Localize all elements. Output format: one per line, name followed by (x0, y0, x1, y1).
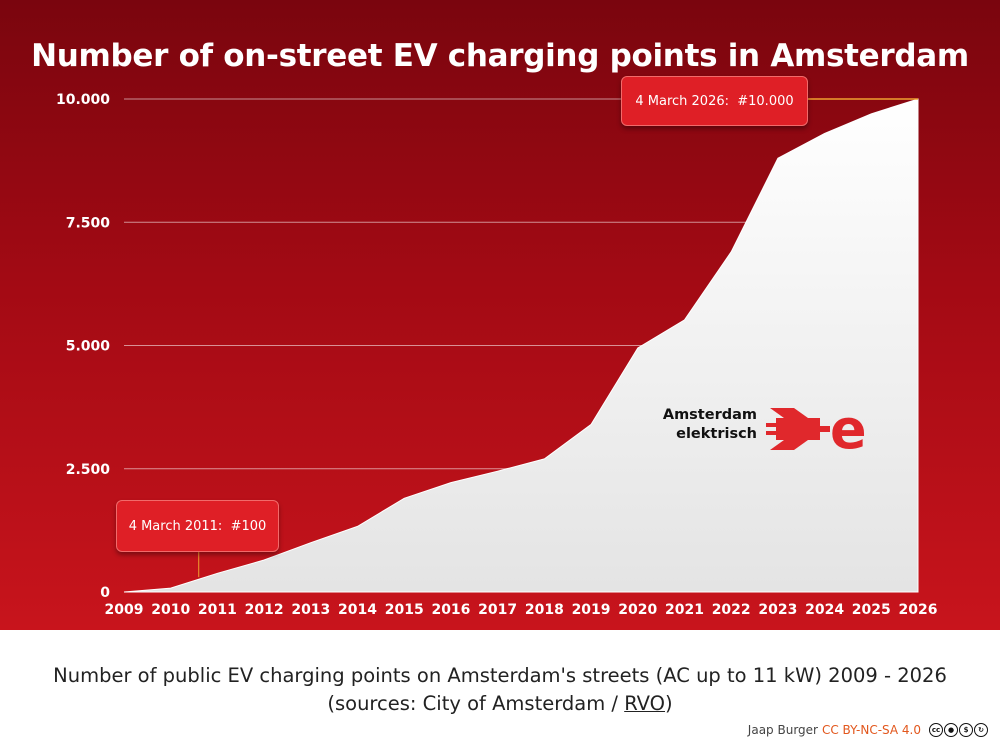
x-tick-label-7: 2016 (431, 602, 470, 618)
annotation-2026: 4 March 2026: #10.000 (621, 76, 808, 126)
y-tick-label-4: 10.000 (56, 92, 110, 108)
x-tick-label-14: 2023 (758, 602, 797, 618)
by-icon: ● (944, 723, 958, 737)
chart-caption: Number of public EV charging points on A… (0, 662, 1000, 718)
source-link-rvo[interactable]: RVO (624, 692, 666, 715)
amsterdam-elektrisch-logo: Amsterdam elektrisch e (652, 404, 882, 454)
x-tick-label-9: 2018 (525, 602, 564, 618)
chart-panel: Number of on-street EV charging points i… (0, 0, 1000, 630)
cc-license-icon: cc ● $ ↻ (929, 723, 988, 737)
y-tick-label-3: 7.500 (66, 215, 111, 231)
y-tick-label-2: 5.000 (66, 339, 111, 355)
caption-source-suffix: ) (665, 692, 673, 715)
x-tick-label-2: 2011 (198, 602, 237, 618)
logo-text: Amsterdam elektrisch (652, 406, 757, 444)
caption-source-prefix: (sources: City of Amsterdam / (327, 692, 625, 715)
x-tick-label-1: 2010 (151, 602, 190, 618)
plug-e-icon: e (766, 404, 867, 454)
x-tick-label-10: 2019 (572, 602, 611, 618)
x-tick-label-8: 2017 (478, 602, 517, 618)
x-tick-label-6: 2015 (385, 602, 424, 618)
x-tick-label-11: 2020 (618, 602, 657, 618)
logo-line-1: Amsterdam (662, 407, 757, 423)
credit-line: Jaap Burger CC BY-NC-SA 4.0 cc ● $ ↻ (748, 723, 988, 737)
series-area (123, 98, 919, 593)
x-tick-label-15: 2024 (805, 602, 844, 618)
caption-line-2: (sources: City of Amsterdam / RVO) (0, 690, 1000, 718)
x-tick-label-16: 2025 (852, 602, 891, 618)
y-axis-ticks: 0 2.500 5.000 7.500 10.000 (56, 92, 110, 601)
x-tick-label-13: 2022 (712, 602, 751, 618)
sa-icon: ↻ (974, 723, 988, 737)
annotation-2011: 4 March 2011: #100 (116, 500, 279, 552)
x-tick-label-4: 2013 (291, 602, 330, 618)
annotation-lines (198, 98, 918, 578)
x-tick-label-3: 2012 (245, 602, 284, 618)
x-axis-ticks: 2009 2010 2011 2012 2013 2014 2015 2016 2017 2018… (105, 602, 938, 618)
x-tick-label-12: 2021 (665, 602, 704, 618)
y-tick-label-0: 0 (100, 585, 110, 601)
logo-line-2: elektrisch (676, 426, 757, 442)
x-tick-label-0: 2009 (105, 602, 144, 618)
svg-text:e: e (830, 404, 867, 454)
x-tick-label-17: 2026 (899, 602, 938, 618)
x-tick-label-5: 2014 (338, 602, 377, 618)
license-link[interactable]: CC BY-NC-SA 4.0 (821, 723, 921, 737)
nc-icon: $ (959, 723, 973, 737)
chart-title: Number of on-street EV charging points i… (31, 38, 969, 74)
y-tick-label-1: 2.500 (66, 462, 111, 478)
series-area-group (123, 98, 919, 593)
cc-icon: cc (929, 723, 943, 737)
caption-line-1: Number of public EV charging points on A… (53, 664, 947, 687)
credit-author: Jaap Burger (747, 723, 818, 737)
